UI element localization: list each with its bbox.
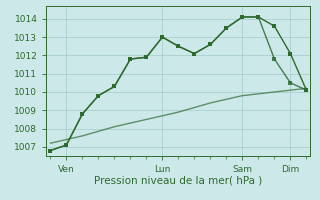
X-axis label: Pression niveau de la mer( hPa ): Pression niveau de la mer( hPa ) [94, 175, 262, 185]
